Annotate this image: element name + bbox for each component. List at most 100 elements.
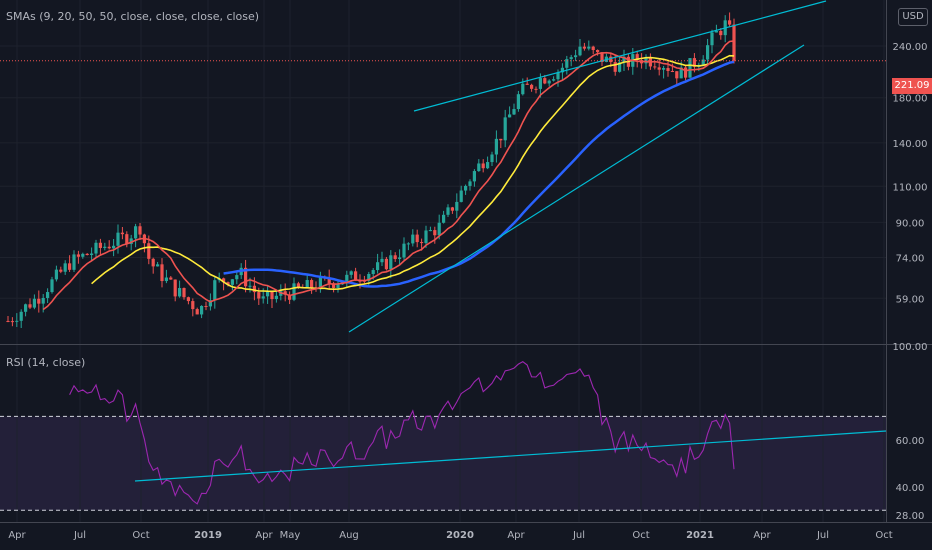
x-tick-label: Oct (875, 530, 892, 541)
candle-body (257, 292, 261, 299)
candle-body (178, 288, 182, 297)
candle-body (530, 84, 534, 89)
price-tick-label: 180.00 (893, 94, 928, 105)
rsi-legend[interactable]: RSI (14, close) (6, 356, 86, 369)
x-tick-label: 2020 (446, 530, 474, 541)
candle-body (349, 271, 353, 275)
candle-body (732, 24, 736, 61)
candle-body (420, 242, 424, 244)
candle-body (134, 226, 138, 239)
candle-body (156, 264, 160, 267)
candle-body (296, 283, 300, 288)
candle-body (728, 20, 732, 25)
candle-body (147, 243, 151, 259)
candle-body (666, 68, 670, 71)
candle-body (393, 255, 397, 260)
candle-body (274, 295, 278, 300)
candle-body (547, 80, 551, 84)
candle-body (389, 255, 393, 270)
candle-body (494, 138, 498, 155)
candle-body (248, 285, 252, 287)
candle-body (32, 298, 36, 308)
candle-body (68, 263, 72, 270)
candle-body (464, 185, 468, 191)
candle-body (63, 263, 67, 272)
candle-body (706, 45, 710, 60)
candle-body (538, 78, 542, 89)
candle-body (230, 279, 234, 285)
candle-body (345, 274, 349, 283)
price-tick-label: 59.00 (896, 294, 925, 305)
candle-body (688, 58, 692, 78)
rsi-line (69, 361, 735, 505)
candle-body (112, 245, 116, 249)
candle-body (116, 232, 120, 246)
candle-body (587, 46, 591, 49)
price-tick-label: 110.00 (893, 182, 928, 193)
candle-body (486, 162, 490, 169)
candle-body (459, 190, 463, 202)
candle-body (226, 282, 230, 285)
candle-body (103, 246, 107, 248)
sma-20-line (91, 54, 735, 293)
candle-body (543, 78, 547, 84)
candle-body (10, 321, 14, 323)
candle-body (354, 271, 358, 281)
currency-badge[interactable]: USD (898, 8, 928, 26)
candle-body (327, 277, 331, 284)
candle-body (499, 138, 503, 141)
candle-body (173, 279, 177, 297)
candle-body (384, 258, 388, 270)
x-tick-label: Jul (816, 530, 829, 541)
candle-body (455, 201, 459, 211)
x-tick-label: Aug (339, 530, 359, 541)
candle-body (310, 280, 314, 288)
rsi-tick-label: 40.00 (896, 483, 925, 494)
candle-body (59, 269, 63, 272)
x-tick-label: Apr (255, 530, 273, 541)
candle-body (72, 254, 76, 270)
candle-body (6, 320, 10, 322)
candle-body (41, 297, 45, 304)
rsi-band-fill (0, 416, 886, 511)
candle-body (336, 284, 340, 288)
candle-body (50, 279, 54, 293)
candle-body (512, 109, 516, 115)
candle-body (191, 301, 195, 310)
price-tick-label: 74.00 (896, 254, 925, 265)
candle-body (305, 280, 309, 289)
candle-body (76, 254, 80, 257)
candle-body (578, 46, 582, 56)
candle-body (534, 88, 538, 90)
candle-body (552, 79, 556, 81)
candle-body (169, 277, 173, 280)
candle-body (28, 304, 32, 308)
candle-body (266, 291, 270, 297)
lower-trendline (348, 44, 805, 333)
candle-body (622, 56, 626, 63)
candle-body (635, 54, 639, 61)
candle-body (222, 278, 226, 283)
candle-body (516, 94, 520, 110)
candle-body (613, 62, 617, 72)
candle-body (675, 71, 679, 79)
price-tick-label: 240.00 (893, 42, 928, 53)
candle-body (244, 267, 248, 287)
candle-body (398, 257, 402, 260)
candle-body (235, 275, 239, 280)
rsi-tick-label: 28.00 (896, 511, 925, 522)
candle-body (195, 309, 199, 315)
candle-body (204, 305, 208, 307)
candle-body (164, 277, 168, 282)
candle-body (477, 163, 481, 172)
price-tick-label: 90.00 (896, 218, 925, 229)
candle-body (406, 243, 410, 245)
candle-body (411, 234, 415, 244)
x-tick-label: 2019 (194, 530, 222, 541)
candle-body (318, 277, 322, 290)
candle-body (380, 258, 384, 263)
candle-body (85, 253, 89, 256)
sma-legend[interactable]: SMAs (9, 20, 50, 50, close, close, close… (6, 10, 260, 23)
candle-body (657, 67, 661, 70)
